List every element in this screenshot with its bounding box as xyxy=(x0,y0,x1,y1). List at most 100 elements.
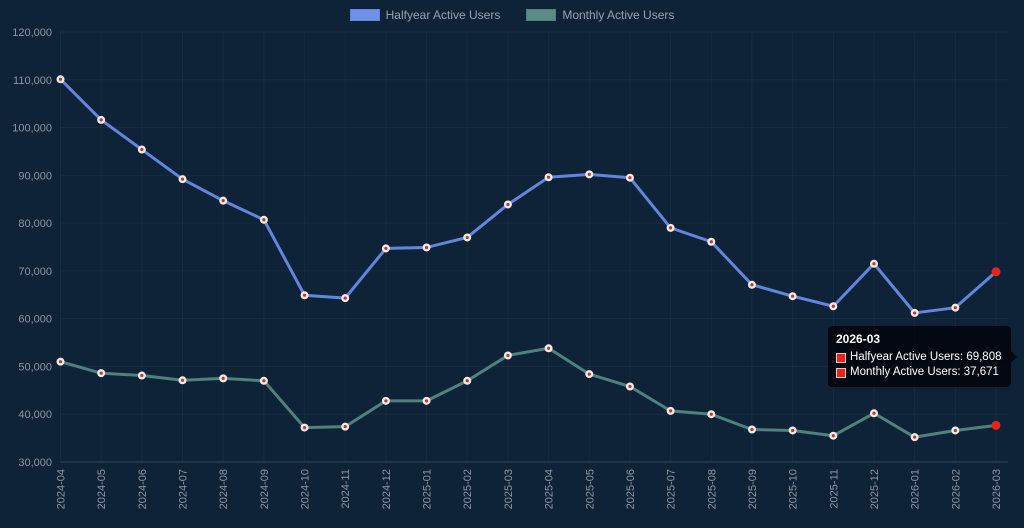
x-axis-tick-label: 2024-11 xyxy=(340,469,352,509)
halfyear-tooltip-key-icon xyxy=(836,352,846,363)
x-axis-tick-label: 2025-09 xyxy=(747,469,759,509)
halfyear-legend-label: Halfyear Active Users xyxy=(385,8,501,22)
halfyear-data-point-center xyxy=(384,246,388,251)
x-axis-tick-label: 2024-06 xyxy=(137,469,149,509)
monthly-legend-swatch-icon xyxy=(526,9,557,21)
halfyear-data-point-center xyxy=(872,262,876,266)
x-axis-tick-label: 2026-03 xyxy=(991,469,1003,509)
x-axis-tick-label: 2026-01 xyxy=(910,469,922,509)
x-axis-tick-label: 2025-11 xyxy=(828,469,840,509)
monthly-data-point-center xyxy=(384,399,388,403)
monthly-data-point-center xyxy=(465,379,469,383)
x-axis-tick-label: 2025-04 xyxy=(544,469,556,509)
x-axis-tick-label: 2024-07 xyxy=(178,469,190,509)
monthly-data-point-center xyxy=(140,373,144,378)
monthly-data-point-center xyxy=(424,399,429,403)
x-axis-tick-label: 2025-05 xyxy=(584,469,596,509)
x-axis-tick-label: 2026-02 xyxy=(950,469,962,509)
halfyear-data-point-center xyxy=(913,311,917,315)
y-axis-tick-label: 110,000 xyxy=(13,75,52,87)
halfyear-data-point-center xyxy=(221,199,225,203)
y-axis-tick-label: 120,000 xyxy=(12,27,52,39)
monthly-series-line xyxy=(59,346,998,439)
halfyear-data-point-center xyxy=(343,296,347,300)
halfyear-data-point-active[interactable] xyxy=(991,267,1001,277)
halfyear-data-point-center xyxy=(709,240,713,244)
y-axis-tick-label: 40,000 xyxy=(18,409,52,421)
x-axis-tick-label: 2024-04 xyxy=(56,469,68,509)
x-axis-tick-label: 2025-07 xyxy=(666,469,678,509)
halfyear-legend-swatch-icon xyxy=(349,9,380,21)
monthly-tooltip-key-icon xyxy=(836,367,846,378)
monthly-data-point-center xyxy=(709,412,713,416)
halfyear-data-point-center xyxy=(628,176,632,180)
monthly-data-point-center xyxy=(791,428,795,433)
tooltip-halfyear-text: Halfyear Active Users: 69,808 xyxy=(850,351,1002,363)
y-axis-tick-label: 70,000 xyxy=(18,266,52,278)
monthly-data-point-center xyxy=(180,378,185,382)
monthly-data-point-center xyxy=(872,411,876,415)
monthly-data-point-active[interactable] xyxy=(991,420,1001,430)
halfyear-data-point-center xyxy=(302,293,307,297)
halfyear-data-point-center xyxy=(58,77,63,81)
monthly-data-point-center xyxy=(506,353,510,358)
legend-item-monthly[interactable]: Monthly Active Users xyxy=(526,8,674,22)
monthly-data-point-center xyxy=(913,435,917,439)
tooltip-title: 2026-03 xyxy=(836,332,881,346)
monthly-data-point-center xyxy=(628,384,632,389)
halfyear-data-point-center xyxy=(424,245,429,250)
monthly-data-point-center xyxy=(343,425,347,429)
tooltip-row-monthly: Monthly Active Users: 37,671 xyxy=(836,365,1002,380)
monthly-data-point-center xyxy=(99,371,103,375)
x-axis-tick-label: 2025-08 xyxy=(706,469,718,509)
chart-legend: Halfyear Active Users Monthly Active Use… xyxy=(0,8,1024,22)
halfyear-data-point-center xyxy=(262,218,266,222)
x-axis-tick-label: 2024-12 xyxy=(381,469,393,509)
halfyear-data-point-center xyxy=(140,147,144,152)
halfyear-data-point-center xyxy=(953,306,957,310)
monthly-data-point-center xyxy=(750,427,754,432)
y-axis-tick-label: 100,000 xyxy=(12,123,52,135)
tooltip-row-halfyear: Halfyear Active Users: 69,808 xyxy=(836,350,1002,365)
y-axis-tick-label: 80,000 xyxy=(18,218,52,230)
y-axis-tick-label: 30,000 xyxy=(18,457,52,469)
y-axis-tick-label: 60,000 xyxy=(18,314,52,326)
halfyear-data-point-center xyxy=(465,235,469,240)
halfyear-data-point-center xyxy=(791,294,795,298)
monthly-legend-label: Monthly Active Users xyxy=(562,8,675,22)
monthly-data-point-center xyxy=(58,360,63,364)
monthly-data-point-center xyxy=(302,426,307,430)
monthly-data-point-center xyxy=(669,409,673,413)
x-axis-tick-label: 2024-05 xyxy=(96,469,108,509)
monthly-data-point-center xyxy=(262,379,266,383)
monthly-data-point-center xyxy=(587,372,591,376)
halfyear-data-point-center xyxy=(506,202,510,207)
halfyear-data-point-center xyxy=(669,226,673,230)
monthly-data-point-center xyxy=(953,428,957,433)
x-axis-tick-label: 2025-02 xyxy=(462,469,474,509)
x-axis-tick-label: 2025-06 xyxy=(625,469,637,509)
monthly-data-point-center xyxy=(546,346,551,350)
y-axis-tick-label: 90,000 xyxy=(18,170,52,182)
x-axis-tick-label: 2025-01 xyxy=(422,469,434,509)
x-axis-tick-label: 2025-10 xyxy=(788,469,800,509)
chart-tooltip: 2026-03 Halfyear Active Users: 69,808 Mo… xyxy=(828,326,1016,387)
x-axis-tick-label: 2025-03 xyxy=(503,469,515,509)
halfyear-data-point-center xyxy=(587,172,591,176)
halfyear-data-point-center xyxy=(546,175,551,179)
x-axis-tick-label: 2024-10 xyxy=(300,469,312,509)
x-axis-tick-label: 2024-08 xyxy=(218,469,230,509)
y-axis-tick-label: 50,000 xyxy=(18,361,52,373)
halfyear-data-point-center xyxy=(750,283,754,287)
monthly-data-point-center xyxy=(831,434,835,438)
legend-item-halfyear[interactable]: Halfyear Active Users xyxy=(349,8,501,22)
halfyear-data-point-center xyxy=(831,304,835,308)
tooltip-monthly-text: Monthly Active Users: 37,671 xyxy=(850,366,999,378)
x-axis-tick-label: 2025-12 xyxy=(869,469,881,509)
halfyear-series-line xyxy=(59,77,998,315)
x-axis-tick-label: 2024-09 xyxy=(259,469,271,509)
monthly-data-point-center xyxy=(221,376,225,380)
halfyear-data-point-center xyxy=(180,177,185,181)
